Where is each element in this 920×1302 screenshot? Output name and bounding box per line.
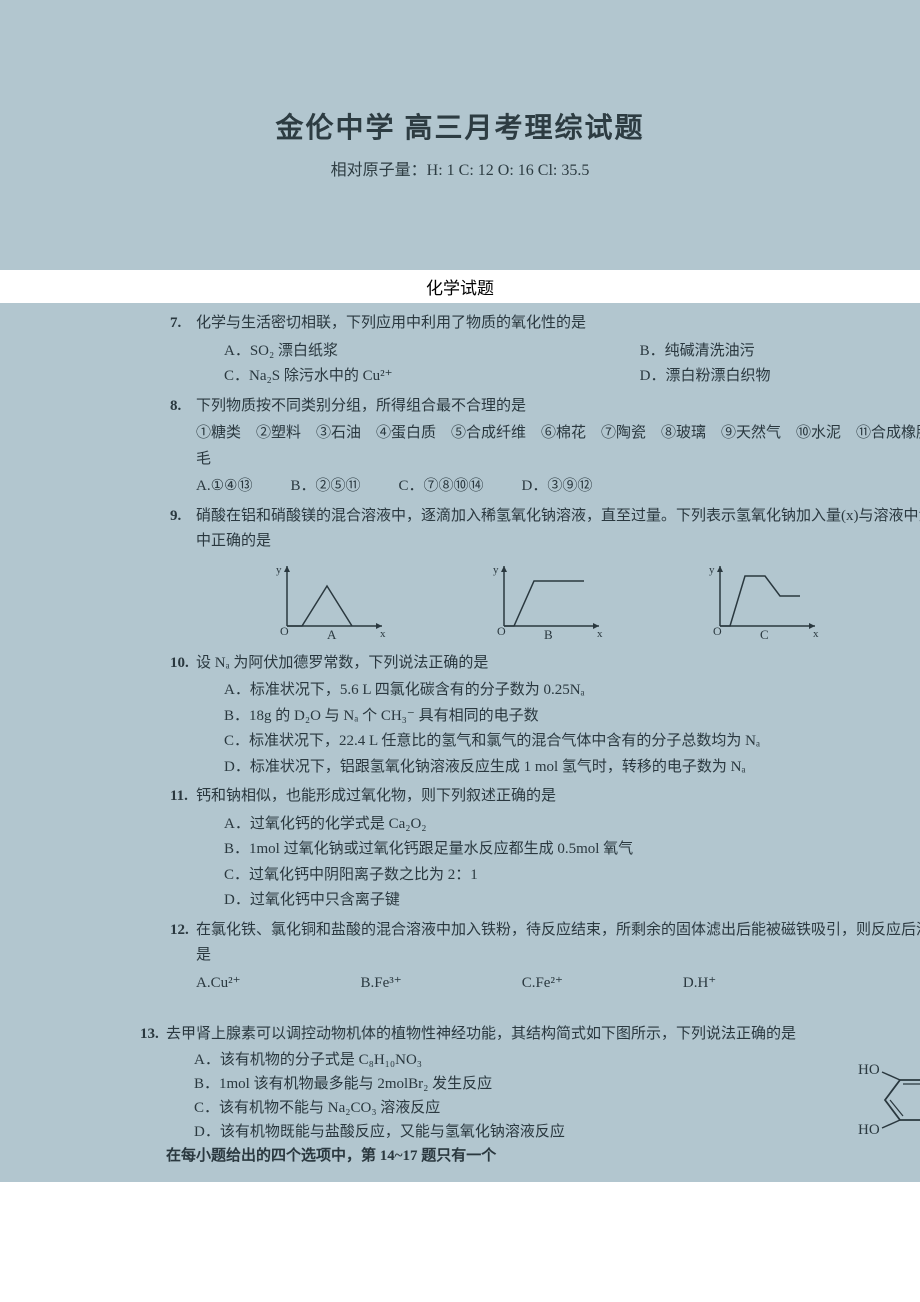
options-row: A.Cu²⁺ B.Fe³⁺ C.Fe²⁺ D.H⁺ xyxy=(196,971,920,997)
option-b: B．1mol 过氧化钠或过氧化钙跟足量水反应都生成 0.5mol 氧气 xyxy=(224,837,920,863)
option-a: A．过氧化钙的化学式是 Ca₂O₂ xyxy=(224,812,920,838)
option-c: C．标准状况下，22.4 L 任意比的氢气和氯气的混合气体中含有的分子总数均为 … xyxy=(224,729,920,755)
option-d: D．漂白粉漂白织物 xyxy=(640,364,920,390)
question-13-band: 13. 去甲肾上腺素可以调控动物机体的植物性神经功能，其结构简式如下图所示，下列… xyxy=(0,1008,920,1182)
axis-x-label: x xyxy=(380,628,386,640)
page-root: 金伦中学 高三月考理综试题 相对原子量：H: 1 C: 12 O: 16 Cl:… xyxy=(0,0,920,1302)
question-8: 8. 下列物质按不同类别分组，所得组合最不合理的是 ①糖类 ②塑料 ③石油 ④蛋… xyxy=(170,394,920,500)
question-number: 11. xyxy=(170,784,196,914)
option-c: C．⑦⑧⑩⑭ xyxy=(399,474,484,500)
question-number: 10. xyxy=(170,651,196,781)
label-ho1: HO xyxy=(858,1062,880,1078)
question-number: 12. xyxy=(170,918,196,997)
questions-band: 7. 化学与生活密切相联，下列应用中利用了物质的氧化性的是 A．SO₂ 漂白纸浆… xyxy=(0,303,920,1008)
trailing-instruction: 在每小题给出的四个选项中，第 14~17 题只有一个 xyxy=(166,1144,830,1168)
structure-svg: HO HO OH NH₂ xyxy=(830,1050,920,1150)
graph-a-svg: O x y A xyxy=(272,561,392,641)
option-d: D．③⑨⑫ xyxy=(522,474,593,500)
question-9: 9. 硝酸在铝和硝酸镁的混合溶液中，逐滴加入稀氢氧化钠溶液，直至过量。下列表示氢… xyxy=(170,504,920,647)
option-d: D．过氧化钙中只含离子键 xyxy=(224,888,920,914)
main-title: 金伦中学 高三月考理综试题 xyxy=(0,100,920,152)
axis-origin-label: O xyxy=(497,624,506,638)
chemistry-section-title: 化学试题 xyxy=(0,270,920,303)
question-stem: 钙和钠相似，也能形成过氧化物，则下列叙述正确的是 xyxy=(196,784,920,810)
graph-b: O x y B xyxy=(489,561,609,641)
header-band: 金伦中学 高三月考理综试题 相对原子量：H: 1 C: 12 O: 16 Cl:… xyxy=(0,0,920,270)
option-c: C．Na₂S 除污水中的 Cu²⁺ xyxy=(224,364,640,390)
question-body: 硝酸在铝和硝酸镁的混合溶液中，逐滴加入稀氢氧化钠溶液，直至过量。下列表示氢氧化钠… xyxy=(196,504,920,647)
axis-y-label: y xyxy=(493,564,499,576)
axis-origin-label: O xyxy=(280,624,289,638)
question-body: 在氯化铁、氯化铜和盐酸的混合溶液中加入铁粉，待反应结束，所剩余的固体滤出后能被磁… xyxy=(196,918,920,997)
option-c: C．该有机物不能与 Na₂CO₃ 溶液反应 xyxy=(194,1096,830,1120)
noradrenaline-structure: HO HO OH NH₂ xyxy=(830,1022,920,1158)
label-ho2: HO xyxy=(858,1122,880,1138)
option-b: B．1mol 该有机物最多能与 2molBr₂ 发生反应 xyxy=(194,1072,830,1096)
options-col: A．该有机物的分子式是 C₈H₁₀NO₃ B．1mol 该有机物最多能与 2mo… xyxy=(166,1048,830,1144)
question-stem: 下列物质按不同类别分组，所得组合最不合理的是 xyxy=(196,394,920,420)
question-number: 9. xyxy=(170,504,196,647)
question-10: 10. 设 Nₐ 为阿伏加德罗常数，下列说法正确的是 A．标准状况下，5.6 L… xyxy=(170,651,920,781)
option-a: A.Cu²⁺ xyxy=(196,971,241,997)
options-col: A．标准状况下，5.6 L 四氯化碳含有的分子数为 0.25Nₐ B．18g 的… xyxy=(196,678,920,780)
question-stem: 设 Nₐ 为阿伏加德罗常数，下列说法正确的是 xyxy=(196,651,920,677)
question-body: 设 Nₐ 为阿伏加德罗常数，下列说法正确的是 A．标准状况下，5.6 L 四氯化… xyxy=(196,651,920,781)
question-number: 8. xyxy=(170,394,196,500)
option-a: A．标准状况下，5.6 L 四氯化碳含有的分子数为 0.25Nₐ xyxy=(224,678,920,704)
graph-label: B xyxy=(544,627,553,641)
option-c: C．过氧化钙中阴阳离子数之比为 2：1 xyxy=(224,863,920,889)
graph-b-svg: O x y B xyxy=(489,561,609,641)
axis-y-label: y xyxy=(709,564,715,576)
question-stem: 硝酸在铝和硝酸镁的混合溶液中，逐滴加入稀氢氧化钠溶液，直至过量。下列表示氢氧化钠… xyxy=(196,504,920,555)
q13-text-column: 去甲肾上腺素可以调控动物机体的植物性神经功能，其结构简式如下图所示，下列说法正确… xyxy=(166,1022,830,1170)
options-row: A.①④⑬ B．②⑤⑪ C．⑦⑧⑩⑭ D．③⑨⑫ xyxy=(196,474,920,500)
graph-label: A xyxy=(327,627,337,641)
question-body: 化学与生活密切相联，下列应用中利用了物质的氧化性的是 A．SO₂ 漂白纸浆 B．… xyxy=(196,311,920,390)
axis-x-label: x xyxy=(597,628,603,640)
options-row: A．SO₂ 漂白纸浆 B．纯碱清洗油污 C．Na₂S 除污水中的 Cu²⁺ D．… xyxy=(196,339,920,390)
axis-origin-label: O xyxy=(713,624,722,638)
option-d: D．该有机物既能与盐酸反应，又能与氢氧化钠溶液反应 xyxy=(194,1120,830,1144)
option-d: D.H⁺ xyxy=(683,971,716,997)
options-col: A．过氧化钙的化学式是 Ca₂O₂ B．1mol 过氧化钠或过氧化钙跟足量水反应… xyxy=(196,812,920,914)
graph-a: O x y A xyxy=(272,561,392,641)
question-stem: 去甲肾上腺素可以调控动物机体的植物性神经功能，其结构简式如下图所示，下列说法正确… xyxy=(166,1022,830,1046)
option-c: C.Fe²⁺ xyxy=(522,971,563,997)
question-number: 13. xyxy=(140,1022,166,1170)
option-d: D．标准状况下，铝跟氢氧化钠溶液反应生成 1 mol 氢气时，转移的电子数为 N… xyxy=(224,755,920,781)
option-b: B．②⑤⑪ xyxy=(290,474,360,500)
option-b: B.Fe³⁺ xyxy=(361,971,402,997)
question-body: 钙和钠相似，也能形成过氧化物，则下列叙述正确的是 A．过氧化钙的化学式是 Ca₂… xyxy=(196,784,920,914)
option-a: A．该有机物的分子式是 C₈H₁₀NO₃ xyxy=(194,1048,830,1072)
question-body: 下列物质按不同类别分组，所得组合最不合理的是 ①糖类 ②塑料 ③石油 ④蛋白质 … xyxy=(196,394,920,500)
atomic-masses-line: 相对原子量：H: 1 C: 12 O: 16 Cl: 35.5 xyxy=(0,156,920,188)
question-number: 7. xyxy=(170,311,196,390)
question-13: 13. 去甲肾上腺素可以调控动物机体的植物性神经功能，其结构简式如下图所示，下列… xyxy=(140,1022,920,1170)
option-b: B．18g 的 D₂O 与 Nₐ 个 CH₃⁻ 具有相同的电子数 xyxy=(224,704,920,730)
question-enum-line: ①糖类 ②塑料 ③石油 ④蛋白质 ⑤合成纤维 ⑥棉花 ⑦陶瓷 ⑧玻璃 ⑨天然气 … xyxy=(196,421,920,472)
option-a: A．SO₂ 漂白纸浆 xyxy=(224,339,640,365)
graph-c-svg: O x y C xyxy=(705,561,825,641)
graph-row: O x y A O xyxy=(196,561,920,641)
option-a: A.①④⑬ xyxy=(196,474,252,500)
graph-c: O x y C xyxy=(705,561,825,641)
question-body: 去甲肾上腺素可以调控动物机体的植物性神经功能，其结构简式如下图所示，下列说法正确… xyxy=(166,1022,920,1170)
axis-x-label: x xyxy=(813,628,819,640)
question-stem: 化学与生活密切相联，下列应用中利用了物质的氧化性的是 xyxy=(196,311,920,337)
question-stem: 在氯化铁、氯化铜和盐酸的混合溶液中加入铁粉，待反应结束，所剩余的固体滤出后能被磁… xyxy=(196,918,920,969)
graph-label: C xyxy=(760,627,769,641)
question-7: 7. 化学与生活密切相联，下列应用中利用了物质的氧化性的是 A．SO₂ 漂白纸浆… xyxy=(170,311,920,390)
option-b: B．纯碱清洗油污 xyxy=(640,339,920,365)
axis-y-label: y xyxy=(276,564,282,576)
question-12: 12. 在氯化铁、氯化铜和盐酸的混合溶液中加入铁粉，待反应结束，所剩余的固体滤出… xyxy=(170,918,920,997)
question-11: 11. 钙和钠相似，也能形成过氧化物，则下列叙述正确的是 A．过氧化钙的化学式是… xyxy=(170,784,920,914)
